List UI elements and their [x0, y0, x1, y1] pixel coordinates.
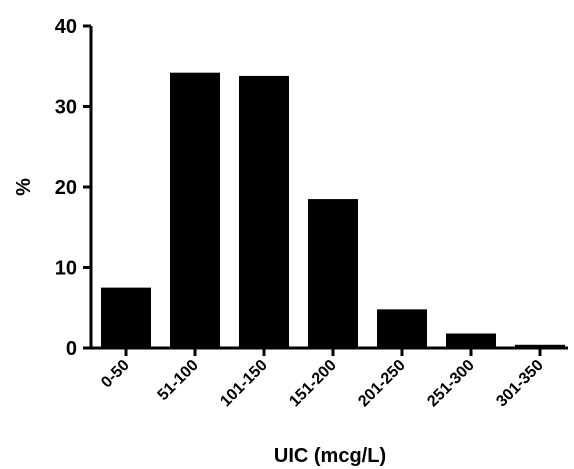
y-tick-label: 40	[55, 16, 77, 38]
y-tick-label: 10	[55, 258, 77, 280]
bar-201-250	[377, 309, 427, 348]
y-axis-ticks: 0 10 20 30 40	[55, 16, 91, 360]
y-tick-label: 30	[55, 97, 77, 119]
x-tick-label: 51-100	[155, 357, 202, 404]
bar-301-350	[515, 344, 565, 348]
bar-151-200	[308, 199, 358, 348]
x-tick-label: 0-50	[98, 357, 133, 392]
x-tick-label: 101-150	[217, 357, 271, 411]
bars-group	[101, 72, 565, 348]
x-axis-ticks: 0-50 51-100 101-150 151-200 201-250 251-300 30…	[98, 348, 547, 410]
bar-51-100	[170, 72, 220, 348]
bar-251-300	[446, 333, 496, 348]
bar-101-150	[239, 75, 289, 348]
x-tick-label: 251-300	[424, 357, 478, 411]
y-tick-label: 0	[66, 338, 77, 360]
y-axis-title: %	[13, 178, 35, 196]
bar-0-50	[101, 287, 151, 348]
x-tick-label: 301-350	[493, 357, 547, 411]
x-tick-label: 151-200	[286, 357, 340, 411]
y-tick-label: 20	[55, 177, 77, 199]
x-axis-title: UIC (mcg/L)	[274, 445, 386, 467]
x-tick-label: 201-250	[355, 357, 409, 411]
